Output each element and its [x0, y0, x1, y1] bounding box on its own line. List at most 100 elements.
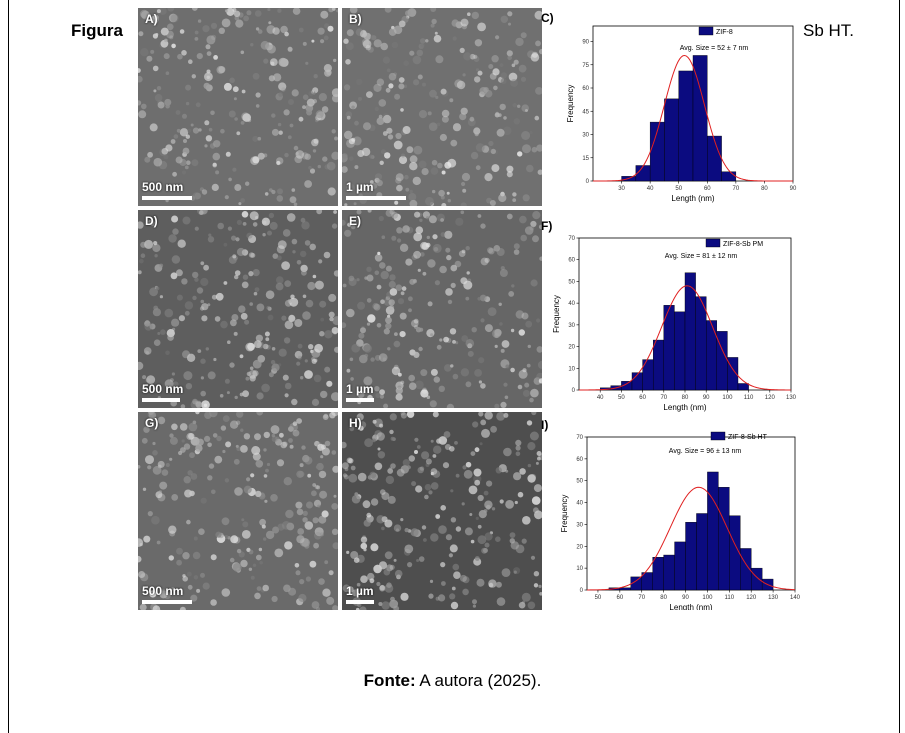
histogram-bar	[729, 515, 741, 591]
sem-texture	[138, 8, 338, 206]
histogram-bar	[692, 55, 708, 182]
x-tick-label: 70	[638, 595, 645, 601]
sem-panel-letter: H)	[349, 416, 362, 430]
x-tick-label: 70	[733, 186, 740, 192]
scale-bar	[346, 398, 374, 402]
x-tick-label: 110	[725, 595, 735, 601]
sem-image-mosaic: A) 500 nm B) 1 µm D) 500 nm E) 1 µm G) 500 nm H) 1 …	[138, 8, 542, 610]
histogram-bar	[674, 541, 686, 591]
sem-panel-h: H) 1 µm	[342, 412, 542, 610]
sem-texture	[342, 8, 542, 206]
histogram-charts: C) 30 40 50 60 70 80 90 0 15 30 45 60 75 90 Length (nm)…	[541, 11, 801, 610]
x-tick-label: 50	[618, 395, 625, 401]
y-tick-label: 40	[576, 501, 583, 507]
figure-caption-start: Figura	[71, 21, 123, 40]
x-tick-label: 60	[704, 186, 711, 192]
legend-swatch	[698, 26, 714, 36]
y-axis-label: Frequency	[566, 85, 575, 123]
x-tick-label: 80	[761, 186, 768, 192]
source-label: Fonte:	[363, 671, 416, 690]
histogram-bar	[652, 339, 664, 391]
scale-bar-label: 500 nm	[142, 584, 184, 598]
y-tick-label: 20	[576, 544, 583, 550]
sem-texture	[138, 210, 338, 408]
sem-panel-letter: A)	[145, 12, 158, 26]
x-tick-label: 80	[660, 595, 667, 601]
chart-panel-label: I)	[541, 418, 548, 432]
chart-panel-label: F)	[541, 219, 552, 233]
histogram-bar	[727, 357, 739, 391]
sem-panel-g: G) 500 nm	[138, 412, 338, 610]
y-tick-label: 70	[568, 236, 575, 242]
x-tick-label: 120	[746, 595, 757, 601]
y-tick-label: 70	[576, 435, 583, 441]
x-axis-label: Length (nm)	[663, 403, 706, 412]
frame-left-border	[8, 0, 9, 733]
scale-bar-label: 1 µm	[346, 180, 374, 194]
y-axis-label: Frequency	[560, 495, 569, 533]
sem-panel-letter: G)	[145, 416, 159, 430]
y-tick-label: 15	[582, 156, 589, 162]
y-tick-label: 10	[576, 566, 583, 572]
legend-label: ZIF-8-Sb HT	[728, 434, 768, 441]
x-tick-label: 50	[675, 186, 682, 192]
gaussian-fit-line	[592, 54, 793, 182]
figure-source: Fonte: A autora (2025).	[0, 671, 905, 691]
legend-swatch	[705, 238, 721, 248]
x-tick-label: 100	[722, 395, 733, 401]
legend-swatch	[710, 431, 726, 441]
sem-panel-a: A) 500 nm	[138, 8, 338, 206]
x-tick-label: 110	[744, 395, 754, 401]
y-tick-label: 30	[576, 522, 583, 528]
source-text: A autora (2025).	[415, 671, 542, 690]
y-tick-label: 45	[582, 109, 589, 115]
sem-texture	[138, 412, 338, 610]
histogram-bar	[635, 165, 651, 182]
scale-bar	[142, 600, 192, 604]
x-tick-label: 90	[703, 395, 710, 401]
sem-panel-d: D) 500 nm	[138, 210, 338, 408]
y-tick-label: 40	[568, 301, 575, 307]
histogram-bar	[685, 522, 697, 591]
x-tick-label: 120	[765, 395, 776, 401]
scale-bar-label: 1 µm	[346, 382, 374, 396]
x-tick-label: 90	[682, 595, 689, 601]
histogram-bar	[695, 296, 707, 391]
average-size-annotation: Avg. Size = 52 ± 7 nm	[680, 45, 749, 52]
histogram-bar	[737, 383, 749, 391]
y-tick-label: 90	[582, 40, 589, 46]
x-tick-label: 140	[790, 595, 801, 601]
histogram-bar	[619, 587, 631, 591]
sem-panel-letter: D)	[145, 214, 158, 228]
x-tick-label: 30	[618, 186, 625, 192]
scale-bar	[142, 398, 180, 402]
scale-bar-label: 1 µm	[346, 584, 374, 598]
y-tick-label: 60	[576, 457, 583, 463]
histogram-bar	[652, 557, 664, 591]
average-size-annotation: Avg. Size = 96 ± 13 nm	[669, 448, 742, 455]
y-tick-label: 0	[586, 179, 590, 185]
x-tick-label: 60	[616, 595, 623, 601]
figure-caption-end: Sb HT.	[803, 21, 855, 40]
sem-texture	[342, 210, 542, 408]
sem-panel-e: E) 1 µm	[342, 210, 542, 408]
average-size-annotation: Avg. Size = 81 ± 12 nm	[665, 253, 738, 260]
gaussian-fit-line	[578, 285, 792, 391]
scale-bar	[142, 196, 192, 200]
histogram-bar	[751, 567, 763, 591]
legend-label: ZIF-8-Sb PM	[723, 241, 763, 248]
y-tick-label: 30	[568, 323, 575, 329]
scale-bar	[346, 600, 374, 604]
y-tick-label: 30	[582, 133, 589, 139]
histogram-bar	[705, 320, 717, 391]
chart-panel-label: C)	[541, 11, 554, 25]
histogram-bar	[721, 171, 737, 182]
y-tick-label: 0	[580, 588, 584, 594]
x-axis-label: Length (nm)	[671, 194, 714, 203]
histogram-bar	[641, 572, 653, 591]
sem-panel-letter: E)	[349, 214, 361, 228]
x-tick-label: 90	[790, 186, 797, 192]
x-tick-label: 60	[639, 395, 646, 401]
x-tick-label: 40	[647, 186, 654, 192]
x-tick-label: 40	[597, 395, 604, 401]
